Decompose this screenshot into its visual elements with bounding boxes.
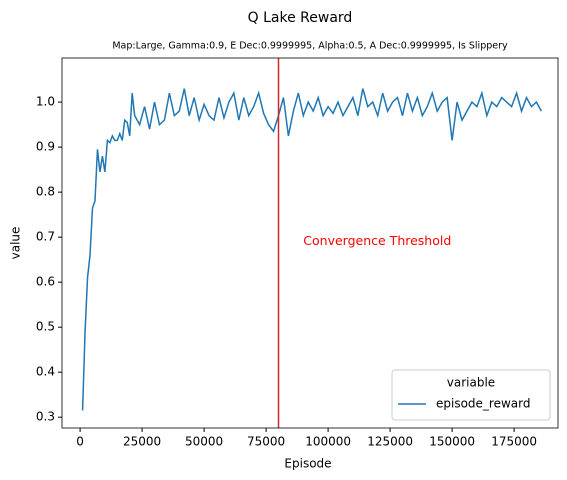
- x-tick-label: 50000: [185, 435, 223, 449]
- y-tick-label: 0.8: [36, 185, 55, 199]
- line-series: [81, 88, 543, 411]
- x-tick-label: 100000: [305, 435, 351, 449]
- annotation: Convergence Threshold: [303, 233, 451, 248]
- y-tick-label: 0.6: [36, 275, 55, 289]
- y-tick-label: 0.9: [36, 140, 55, 154]
- x-tick-label: 125000: [367, 435, 413, 449]
- chart-title: Q Lake Reward: [248, 10, 353, 26]
- x-tick-label: 150000: [429, 435, 475, 449]
- x-tick-label: 0: [76, 435, 84, 449]
- chart-subtitle: Map:Large, Gamma:0.9, E Dec:0.9999995, A…: [112, 41, 508, 52]
- y-tick-label: 1.0: [36, 95, 55, 109]
- x-tick-label: 175000: [491, 435, 537, 449]
- legend-title: variable: [447, 376, 495, 390]
- y-tick-label: 0.7: [36, 230, 55, 244]
- y-tick-label: 0.3: [36, 410, 55, 424]
- plot-frame: [61, 57, 559, 429]
- x-tick-label: 75000: [247, 435, 285, 449]
- legend-box: [391, 369, 551, 421]
- x-tick-label: 25000: [123, 435, 161, 449]
- y-tick-label: 0.5: [36, 320, 55, 334]
- legend-label: episode_reward: [436, 397, 531, 411]
- y-axis-label: value: [9, 227, 23, 260]
- x-axis-label: Episode: [284, 457, 331, 471]
- y-tick-label: 0.4: [36, 365, 55, 379]
